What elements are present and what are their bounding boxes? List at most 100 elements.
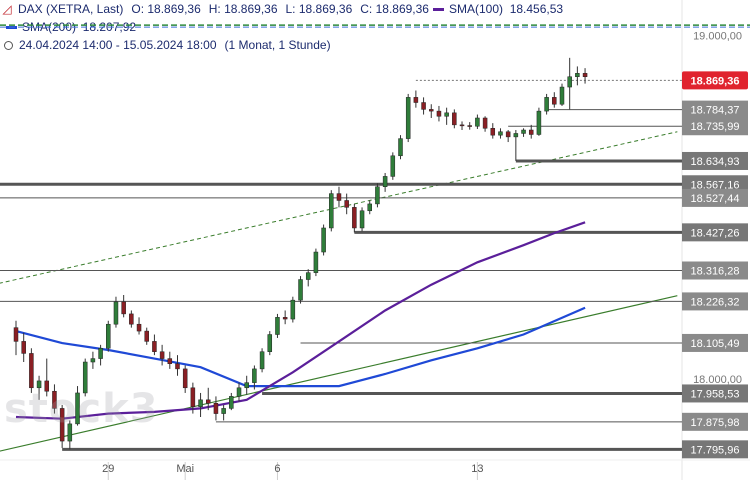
candle-body <box>436 110 442 117</box>
candle <box>221 404 226 421</box>
candle <box>521 128 526 137</box>
legend-low-value: 18.869,36 <box>298 2 353 16</box>
candle <box>198 392 203 418</box>
candle <box>429 104 434 118</box>
candle-body <box>405 97 411 139</box>
candle <box>575 66 580 86</box>
trendline-solid <box>0 295 678 452</box>
candle <box>206 387 211 411</box>
legend-close-label: C: <box>360 2 373 16</box>
candle-body <box>459 124 465 127</box>
candle <box>136 317 142 335</box>
candle-body <box>221 408 226 414</box>
candle-body <box>321 227 326 253</box>
candle-body <box>175 363 180 370</box>
legend-close-value: 18.869,36 <box>375 2 429 16</box>
candle <box>182 365 188 393</box>
candle-body <box>252 368 257 383</box>
candle <box>359 207 365 232</box>
candle <box>13 320 19 356</box>
level-label: 18.784,37 <box>691 105 740 117</box>
level-label: 18.105,49 <box>691 338 740 350</box>
candle <box>528 124 534 139</box>
candle-body <box>13 327 19 342</box>
candle <box>267 331 273 356</box>
candlestick-icon: ◿ <box>2 2 12 16</box>
candle-body <box>290 299 296 320</box>
level-tag <box>682 412 748 431</box>
candle-body <box>198 399 203 407</box>
candle <box>67 420 73 450</box>
candle <box>82 358 88 397</box>
x-tick-label: 13 <box>471 463 483 475</box>
candle <box>144 327 149 345</box>
candle <box>275 313 280 338</box>
legend-sma100-value: 18.456,53 <box>509 2 564 16</box>
candle-body <box>159 351 165 359</box>
candle-body <box>528 129 534 135</box>
candle <box>52 384 57 414</box>
candle-body <box>113 301 119 325</box>
candle <box>321 224 326 256</box>
legend-period: 24.04.2024 14:00 - 15.05.2024 18:00 <box>19 38 217 52</box>
level-label: 17.875,98 <box>691 417 740 429</box>
candle-body <box>444 112 449 117</box>
candle-body <box>375 186 380 205</box>
level-tag <box>682 117 748 136</box>
candle-body <box>244 382 249 389</box>
legend-high-value: 18.869,36 <box>224 2 278 16</box>
x-tick-label: 29 <box>102 463 114 475</box>
legend-low-label: L: <box>285 2 296 16</box>
level-tag <box>682 188 748 207</box>
level-tag <box>682 100 748 119</box>
candle <box>352 203 357 233</box>
candle <box>75 386 80 426</box>
candle-body <box>305 272 311 280</box>
candle <box>298 276 303 304</box>
candle <box>29 348 34 393</box>
candle <box>290 296 296 323</box>
candle <box>229 392 234 411</box>
candle-body <box>313 251 319 273</box>
candle <box>236 382 242 402</box>
candle <box>282 310 288 325</box>
legend-instrument: DAX (XETRA, Last) <box>18 2 124 16</box>
candle-body <box>136 323 142 332</box>
candle <box>498 128 503 139</box>
candle <box>444 107 449 125</box>
candle-body <box>559 86 565 105</box>
candle-body <box>421 102 426 110</box>
level-label: 18.567,16 <box>691 179 740 191</box>
legend-open-value: 18.869,36 <box>147 2 201 16</box>
candle-body <box>275 317 280 335</box>
candle <box>536 107 542 136</box>
candle-body <box>29 353 34 389</box>
candle-body <box>567 76 572 88</box>
clock-icon <box>4 40 13 50</box>
candle-body <box>59 408 65 442</box>
candle-body <box>513 133 519 138</box>
candle <box>544 93 549 115</box>
level-label: 18.427,26 <box>691 227 740 239</box>
level-label: 18.634,93 <box>691 156 740 168</box>
candle-body <box>259 351 265 370</box>
candle-body <box>282 317 288 320</box>
candle-body <box>452 112 457 126</box>
candle-body <box>52 390 57 409</box>
candle <box>167 351 173 369</box>
level-label: 18.527,44 <box>691 193 740 205</box>
candle-body <box>582 73 588 77</box>
candle <box>21 332 26 363</box>
candle <box>582 68 588 84</box>
candle-body <box>229 396 234 409</box>
candle-body <box>267 334 273 352</box>
candle <box>382 172 388 192</box>
candle-body <box>67 423 73 442</box>
candle <box>390 152 396 180</box>
candle <box>413 90 419 108</box>
candle-body <box>213 403 219 414</box>
candle <box>482 116 488 132</box>
candle <box>36 375 42 400</box>
candle-body <box>498 131 503 136</box>
level-tag <box>682 333 748 352</box>
